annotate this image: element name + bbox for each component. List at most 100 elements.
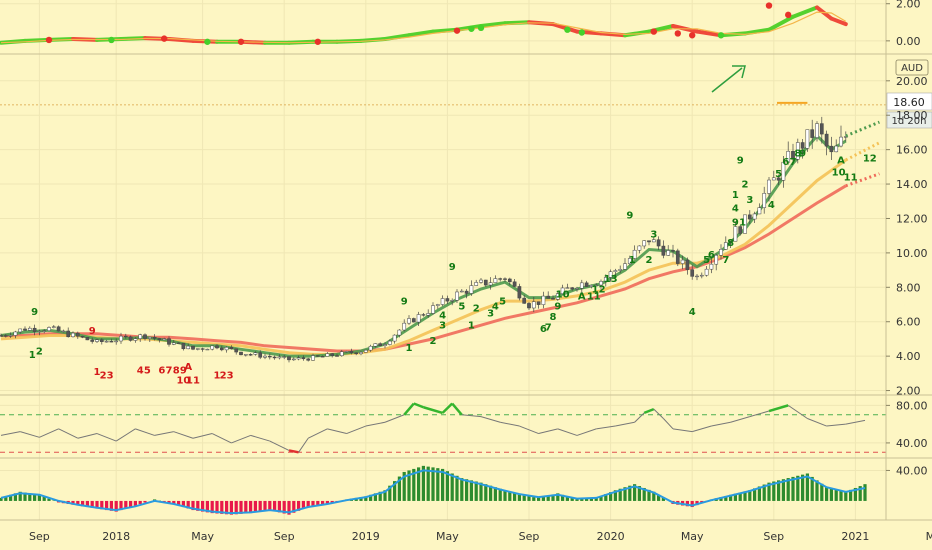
macd-bar	[138, 500, 142, 504]
countdown-badge: 1d 20h	[886, 111, 932, 129]
macd-bar	[738, 492, 742, 501]
macd-bar	[316, 500, 320, 506]
count-label-18: 1	[406, 343, 413, 354]
macd-bar	[690, 500, 694, 508]
macd-bar	[652, 491, 656, 501]
macd-bar	[301, 500, 305, 509]
currency-text: AUD	[901, 63, 923, 74]
count-label-56: 6	[782, 157, 789, 168]
count-label-32: 9	[554, 302, 561, 313]
macd-bar	[489, 485, 493, 501]
candle-body	[690, 269, 695, 277]
macd-bar	[311, 500, 315, 507]
macd-bar	[455, 475, 459, 501]
rsi-segment-0	[0, 431, 21, 436]
candle-body	[320, 356, 325, 358]
macd-bar	[397, 476, 401, 501]
candle-body	[536, 301, 541, 305]
macd-bar	[479, 482, 483, 501]
macd-bar	[767, 482, 771, 501]
candle-body	[215, 345, 219, 349]
macd-bar	[772, 481, 776, 501]
candle-body	[258, 352, 263, 358]
rsi-segment-6	[115, 428, 136, 442]
macd-bar	[431, 467, 435, 501]
macd-bar	[364, 496, 368, 501]
osc-segment-32	[767, 14, 795, 32]
candle-body	[493, 278, 498, 283]
macd-bar	[249, 500, 253, 514]
macd-bar	[407, 470, 411, 501]
rsi-segment-47	[807, 418, 827, 427]
candle-body	[608, 271, 613, 278]
macd-bar	[306, 500, 310, 508]
count-label-25: 2	[473, 303, 480, 314]
count-label-11: 9	[180, 365, 187, 376]
candle-body	[613, 270, 618, 272]
candle-body	[171, 342, 176, 345]
rsi-segment-32	[557, 428, 578, 436]
macd-bar	[13, 493, 17, 501]
osc-marker-green-3	[477, 24, 485, 32]
macd-bar	[373, 493, 377, 501]
count-label-34: A	[578, 291, 586, 302]
macd-bar	[541, 496, 545, 501]
macd-bar	[23, 492, 27, 501]
candle-body	[551, 298, 555, 300]
macd-bar	[618, 488, 622, 501]
candle-body	[56, 326, 61, 332]
osc-marker-red-3	[314, 38, 321, 45]
macd-bar	[383, 490, 387, 501]
price-y-tick-label-5: 10.00	[896, 247, 928, 260]
rsi-segment-37	[643, 407, 655, 415]
candle-body	[210, 345, 215, 350]
macd-bar	[786, 478, 790, 501]
rsi-segment-43	[730, 416, 750, 423]
currency-box	[895, 59, 929, 76]
macd-bar	[647, 489, 651, 501]
macd-bar	[42, 496, 46, 501]
candle-body	[239, 351, 243, 356]
macd-bar	[330, 500, 334, 503]
candle-body	[291, 358, 296, 361]
rsi-segment-7	[135, 428, 155, 436]
ema-projection-1	[845, 141, 881, 162]
macd-bar	[114, 500, 118, 512]
macd-bar	[561, 494, 565, 501]
macd-bar	[273, 500, 277, 512]
candle-body	[469, 285, 474, 294]
x-tick-label-1: 2018	[102, 530, 130, 543]
macd-bar	[181, 500, 185, 508]
macd-bar	[18, 491, 22, 501]
osc-segment-25	[599, 31, 627, 38]
candle-body	[229, 347, 234, 350]
candle-body	[637, 245, 642, 251]
candle-body	[339, 351, 344, 356]
candle-body	[315, 355, 320, 357]
candle-body	[234, 348, 239, 353]
candle-body	[387, 340, 392, 345]
osc-marker-red-4	[453, 27, 461, 34]
osc-marker-red-6	[674, 30, 681, 37]
candle-body	[287, 356, 291, 361]
count-label-61: 10	[832, 167, 846, 178]
candle-body	[378, 343, 383, 346]
candle-body	[330, 353, 335, 356]
rsi-segment-42	[711, 421, 731, 427]
macd-bar	[172, 500, 176, 504]
macd-bar	[47, 498, 51, 501]
macd-bar	[853, 487, 857, 501]
countdown-text: 1d 20h	[892, 116, 927, 127]
count-label-58: 8	[794, 149, 801, 160]
candle-body	[267, 355, 272, 358]
candle-body	[671, 250, 675, 252]
macd-bar	[642, 487, 646, 501]
count-label-55: 5	[775, 169, 782, 180]
candle-body	[359, 352, 363, 355]
macd-bar	[402, 471, 406, 501]
count-label-14: 11	[186, 376, 200, 387]
candle-body	[311, 355, 315, 361]
osc-segment-31	[743, 27, 771, 36]
